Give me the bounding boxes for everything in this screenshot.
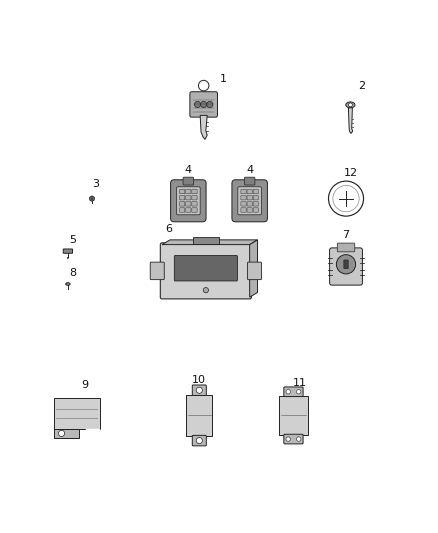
FancyBboxPatch shape [192, 435, 206, 446]
Ellipse shape [66, 282, 70, 285]
FancyBboxPatch shape [241, 189, 246, 194]
FancyBboxPatch shape [279, 395, 308, 435]
FancyBboxPatch shape [241, 196, 246, 200]
FancyBboxPatch shape [193, 237, 219, 245]
Circle shape [336, 255, 356, 274]
Circle shape [91, 198, 93, 200]
Text: 10: 10 [192, 375, 206, 385]
FancyBboxPatch shape [160, 243, 251, 299]
Circle shape [207, 101, 213, 108]
Text: 9: 9 [81, 381, 88, 391]
FancyBboxPatch shape [192, 196, 197, 200]
FancyBboxPatch shape [63, 249, 73, 253]
FancyBboxPatch shape [238, 187, 261, 215]
Polygon shape [349, 108, 353, 133]
FancyBboxPatch shape [186, 201, 191, 206]
FancyBboxPatch shape [186, 394, 212, 436]
Polygon shape [162, 240, 258, 245]
Circle shape [203, 287, 208, 293]
FancyBboxPatch shape [150, 262, 164, 280]
Circle shape [328, 181, 364, 216]
Circle shape [286, 437, 290, 441]
FancyBboxPatch shape [253, 196, 258, 200]
Text: 12: 12 [344, 167, 358, 177]
FancyBboxPatch shape [186, 208, 191, 212]
Text: 4: 4 [246, 165, 253, 174]
Text: 11: 11 [293, 378, 307, 388]
FancyBboxPatch shape [186, 196, 191, 200]
Circle shape [297, 437, 301, 441]
Circle shape [194, 101, 201, 108]
Circle shape [58, 430, 64, 437]
FancyBboxPatch shape [337, 243, 355, 252]
Circle shape [196, 438, 202, 443]
FancyBboxPatch shape [53, 398, 99, 429]
FancyBboxPatch shape [344, 260, 348, 269]
Text: 5: 5 [70, 235, 77, 245]
Text: 6: 6 [165, 224, 172, 233]
Polygon shape [67, 257, 69, 259]
Circle shape [196, 387, 202, 393]
FancyBboxPatch shape [247, 189, 252, 194]
Text: 4: 4 [185, 165, 192, 174]
FancyBboxPatch shape [192, 201, 197, 206]
FancyBboxPatch shape [284, 387, 303, 397]
FancyBboxPatch shape [284, 434, 303, 444]
FancyBboxPatch shape [192, 189, 197, 194]
Text: 2: 2 [358, 82, 365, 91]
Text: 3: 3 [92, 179, 99, 189]
FancyBboxPatch shape [232, 180, 267, 222]
FancyBboxPatch shape [170, 180, 206, 222]
Circle shape [201, 101, 207, 108]
Polygon shape [90, 196, 94, 201]
FancyBboxPatch shape [180, 201, 185, 206]
FancyBboxPatch shape [180, 196, 185, 200]
Circle shape [286, 390, 290, 394]
FancyBboxPatch shape [247, 262, 261, 280]
FancyBboxPatch shape [253, 189, 258, 194]
FancyBboxPatch shape [183, 177, 194, 185]
Circle shape [333, 185, 359, 212]
Polygon shape [250, 240, 258, 297]
FancyBboxPatch shape [244, 177, 255, 185]
Ellipse shape [346, 102, 355, 108]
FancyBboxPatch shape [53, 429, 79, 438]
FancyBboxPatch shape [241, 208, 246, 212]
Circle shape [349, 103, 352, 107]
FancyBboxPatch shape [192, 208, 197, 212]
FancyBboxPatch shape [253, 201, 258, 206]
FancyBboxPatch shape [86, 429, 99, 438]
FancyBboxPatch shape [180, 208, 185, 212]
FancyBboxPatch shape [177, 187, 200, 215]
FancyBboxPatch shape [247, 196, 252, 200]
Text: 7: 7 [343, 230, 350, 240]
FancyBboxPatch shape [190, 92, 217, 117]
FancyBboxPatch shape [174, 255, 237, 281]
FancyBboxPatch shape [241, 201, 246, 206]
Circle shape [297, 390, 301, 394]
FancyBboxPatch shape [186, 189, 191, 194]
FancyBboxPatch shape [247, 208, 252, 212]
FancyBboxPatch shape [247, 201, 252, 206]
Text: 8: 8 [70, 268, 77, 278]
Text: 1: 1 [220, 74, 227, 84]
FancyBboxPatch shape [253, 208, 258, 212]
FancyBboxPatch shape [330, 248, 362, 285]
FancyBboxPatch shape [192, 385, 206, 395]
Polygon shape [200, 115, 207, 140]
FancyBboxPatch shape [180, 189, 185, 194]
